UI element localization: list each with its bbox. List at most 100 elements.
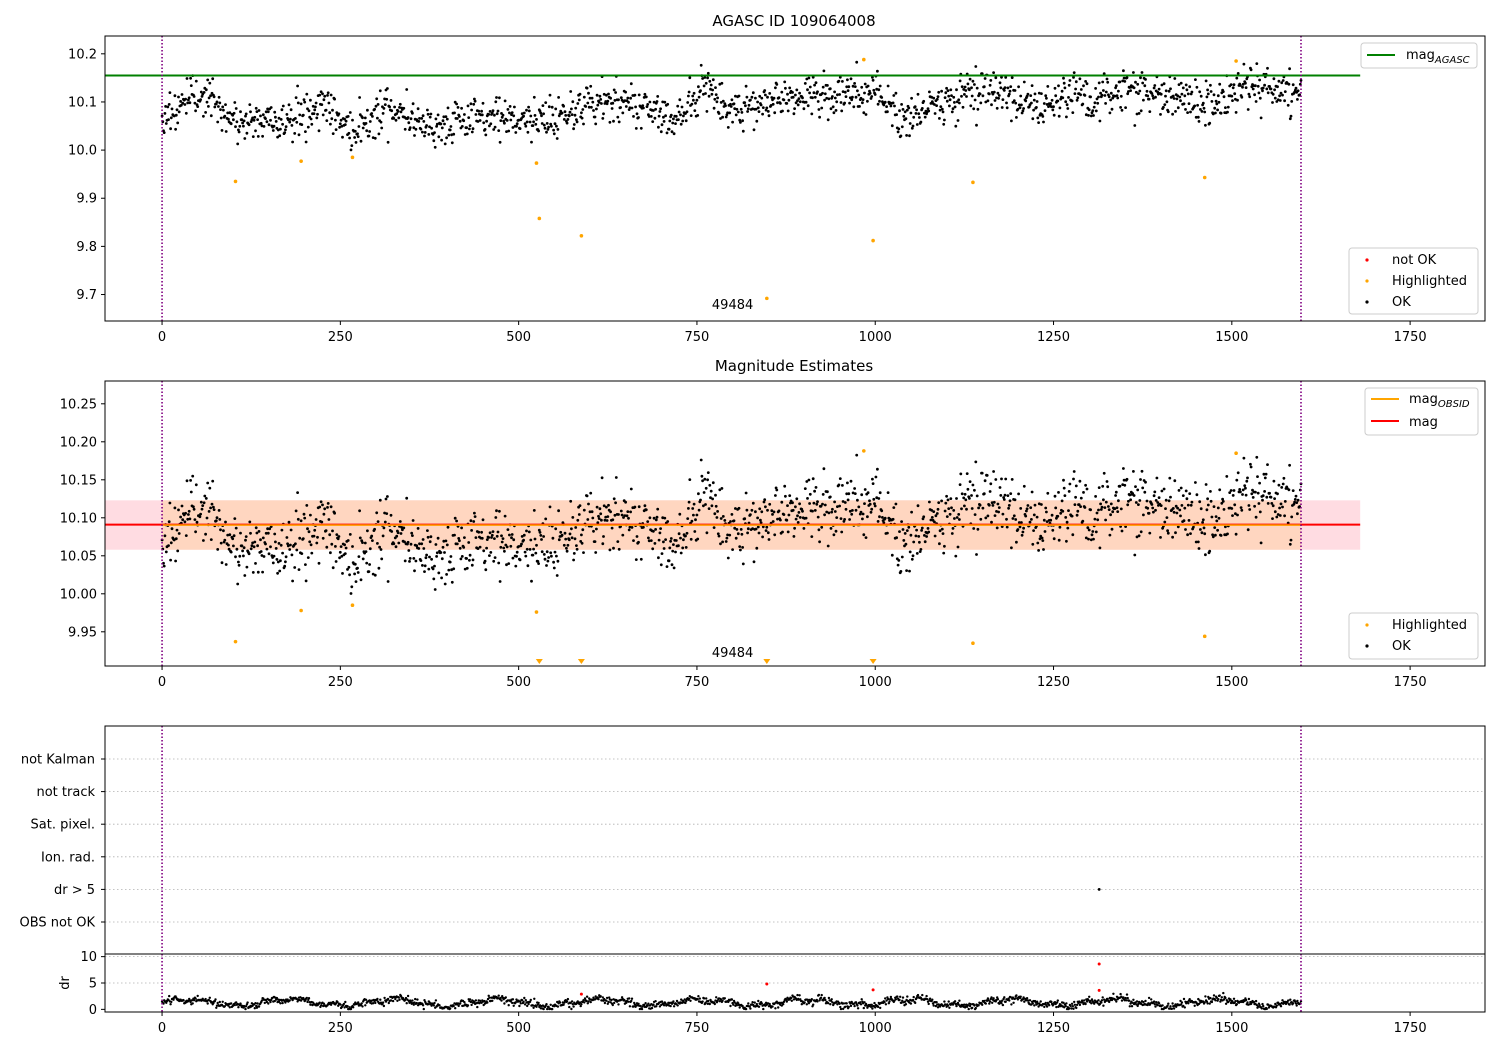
ok-point xyxy=(315,541,319,545)
ok-point xyxy=(814,486,818,489)
ok-point xyxy=(1172,97,1176,100)
ok-point xyxy=(1098,546,1102,550)
ok-point xyxy=(503,121,506,125)
ok-point xyxy=(1026,92,1030,96)
ok-point xyxy=(266,527,269,531)
ok-point xyxy=(1152,86,1156,90)
ok-point xyxy=(827,97,831,101)
dr-point xyxy=(1096,1002,1099,1005)
dr-point xyxy=(1171,1002,1174,1005)
dr-point xyxy=(844,1005,847,1008)
offscale-marker xyxy=(869,659,877,664)
ok-point xyxy=(1236,72,1240,75)
ok-point xyxy=(200,507,204,511)
ok-point xyxy=(692,98,695,102)
ok-point xyxy=(515,554,518,558)
ok-point xyxy=(1141,81,1145,85)
ok-point xyxy=(356,135,360,139)
ok-point xyxy=(458,119,462,123)
ok-point xyxy=(699,458,703,462)
ok-point xyxy=(1037,91,1041,95)
ok-point xyxy=(973,513,977,516)
ok-point xyxy=(968,88,971,92)
ok-point xyxy=(691,94,695,98)
ok-point xyxy=(456,106,460,109)
ok-point xyxy=(946,498,950,502)
ok-point xyxy=(903,532,907,535)
ok-point xyxy=(898,530,901,533)
ok-point xyxy=(484,133,488,137)
ok-point xyxy=(549,122,553,126)
ok-point xyxy=(733,526,737,530)
ok-point xyxy=(329,93,333,97)
dr-point xyxy=(273,999,276,1003)
ok-point xyxy=(358,536,362,540)
ok-point xyxy=(1017,103,1021,107)
dr-point xyxy=(935,1001,938,1004)
dr-point xyxy=(406,994,410,998)
ok-point xyxy=(525,529,528,533)
ok-point xyxy=(326,91,330,95)
ok-point xyxy=(376,542,379,545)
ok-point xyxy=(304,130,307,134)
ok-point xyxy=(1200,531,1204,535)
ok-point xyxy=(657,114,661,118)
ok-point xyxy=(207,510,211,513)
ok-point xyxy=(434,117,438,121)
ok-point xyxy=(514,131,518,134)
ok-point xyxy=(666,102,670,106)
ok-point xyxy=(1104,102,1107,105)
ok-point xyxy=(542,553,546,556)
ok-point xyxy=(974,460,978,464)
dr-point xyxy=(1126,996,1129,1000)
dr-point xyxy=(713,1002,716,1006)
ok-point xyxy=(670,563,674,567)
ok-point xyxy=(1299,79,1303,82)
ok-point xyxy=(702,504,705,508)
ok-point xyxy=(1073,503,1077,506)
ok-point xyxy=(470,563,474,567)
ok-point xyxy=(426,529,429,532)
ok-point xyxy=(298,536,302,540)
ok-point xyxy=(771,102,775,106)
dr-point xyxy=(454,1007,457,1010)
ok-point xyxy=(663,100,667,104)
dr-point xyxy=(1180,1003,1183,1006)
ok-point xyxy=(723,519,727,522)
ok-point xyxy=(377,132,381,136)
ok-point xyxy=(1136,488,1140,492)
ok-point xyxy=(1152,510,1155,514)
ok-point xyxy=(554,107,558,111)
dr-point xyxy=(583,997,587,1000)
ok-point xyxy=(192,507,196,511)
ok-point xyxy=(184,111,188,115)
ok-point xyxy=(444,115,448,118)
ok-point xyxy=(1134,501,1138,504)
dr-point xyxy=(760,1002,763,1005)
ok-point xyxy=(662,120,666,123)
ok-point xyxy=(530,140,533,144)
ok-point xyxy=(832,533,836,537)
ok-point xyxy=(712,106,716,110)
ok-point xyxy=(1288,542,1292,546)
ok-point xyxy=(320,520,324,524)
ok-point xyxy=(582,122,585,126)
ok-point xyxy=(612,119,615,123)
ok-point xyxy=(501,113,505,117)
ok-point xyxy=(851,95,854,99)
ok-point xyxy=(477,109,481,113)
ok-point xyxy=(592,109,595,112)
ok-point xyxy=(498,509,501,513)
ok-point xyxy=(955,100,959,104)
ok-point xyxy=(417,547,421,550)
ok-point xyxy=(963,85,967,89)
ok-point xyxy=(774,486,778,490)
legend-ok-label: OK xyxy=(1392,295,1411,310)
ok-point xyxy=(930,508,933,512)
ok-point xyxy=(351,118,354,122)
ok-point xyxy=(773,111,777,115)
ok-point xyxy=(629,487,633,491)
ok-point xyxy=(617,120,621,124)
ok-point xyxy=(183,103,187,106)
ok-point xyxy=(762,500,766,504)
